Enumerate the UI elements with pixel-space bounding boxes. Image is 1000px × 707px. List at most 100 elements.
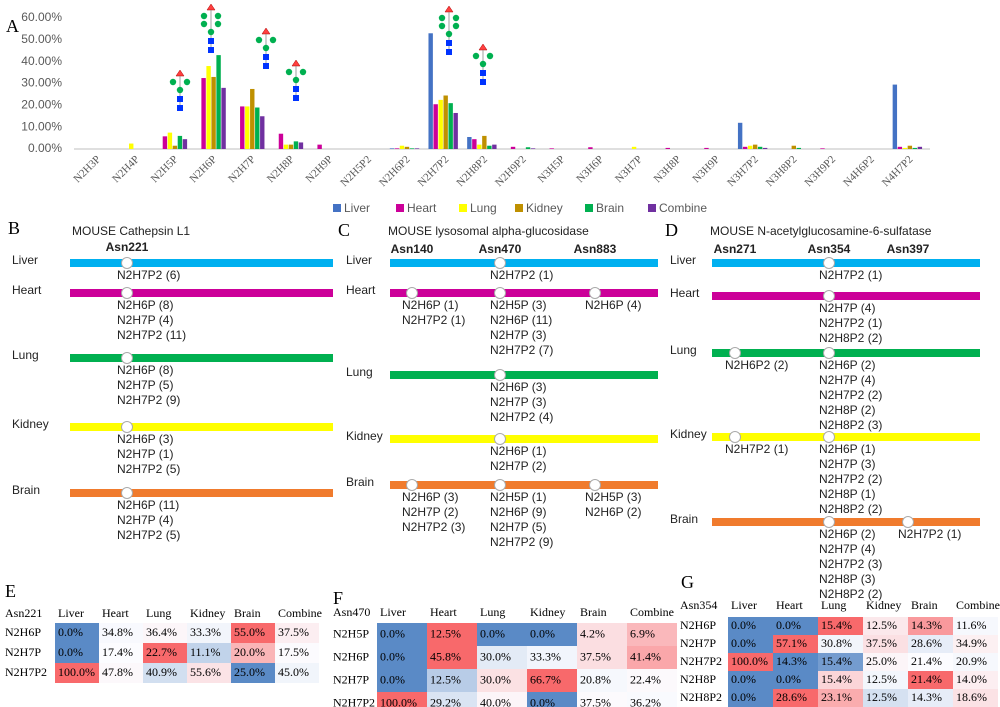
site-marker — [823, 290, 835, 302]
bar — [399, 145, 405, 149]
heat-cell — [99, 643, 143, 663]
bar — [167, 132, 173, 149]
site-marker — [729, 431, 741, 443]
heat-cell — [953, 653, 998, 671]
site-label: Asn354 — [808, 242, 851, 256]
protein-track — [390, 259, 658, 267]
cell-value: 12.5% — [866, 618, 897, 632]
protein-title: MOUSE N-acetylglucosamine-6-sulfatase — [710, 224, 932, 238]
cell-value: 25.0% — [234, 665, 265, 679]
glycan-label: N2H7P (2) — [490, 459, 546, 473]
heat-cell — [427, 692, 477, 707]
glycan-mannose — [169, 78, 177, 86]
site-label: Asn470 — [479, 242, 522, 256]
cell-value: 0.0% — [530, 695, 555, 707]
heat-cell — [953, 671, 998, 689]
cell-value: 14.3% — [911, 690, 942, 704]
legend-swatch — [648, 204, 656, 212]
heat-cell — [187, 623, 231, 643]
glycan-label: N2H6P (11) — [117, 498, 179, 512]
heat-cell — [627, 623, 677, 646]
panel-label: E — [5, 581, 16, 601]
heat-cell — [818, 635, 863, 653]
glycan-label: N2H6P (8) — [117, 298, 173, 312]
bar — [487, 145, 492, 149]
glycan-label: N2H8P2 (3) — [819, 418, 882, 432]
cell-value: 0.0% — [731, 690, 756, 704]
column-header: Combine — [630, 605, 674, 619]
glycan-label: N2H6P (9) — [490, 505, 546, 519]
y-tick-label: 40.00% — [21, 54, 62, 68]
cell-value: 40.0% — [480, 695, 511, 707]
bar — [433, 104, 438, 149]
bar — [917, 146, 923, 149]
cell-value: 55.6% — [190, 665, 221, 679]
cell-value: 0.0% — [380, 649, 405, 663]
bar — [820, 148, 825, 149]
glycan-mannose — [214, 12, 222, 20]
bar — [472, 139, 477, 149]
cell-value: 30.0% — [480, 672, 511, 686]
cell-value: 14.3% — [776, 654, 807, 668]
glycan-mannose — [183, 78, 191, 86]
cell-value: 28.6% — [776, 690, 807, 704]
heat-cell — [143, 623, 187, 643]
heat-cell — [427, 669, 477, 692]
x-tick-label: N2H4P — [110, 153, 142, 185]
x-tick-label: N3H8P2 — [764, 153, 800, 189]
glycan-label: N2H7P (3) — [490, 328, 546, 342]
heat-cell — [99, 663, 143, 683]
cell-value: 0.0% — [58, 625, 83, 639]
glycan-mannose — [445, 30, 453, 38]
bar — [317, 144, 322, 149]
glycan-label: N2H7P2 (11) — [117, 328, 186, 342]
cell-value: 45.8% — [430, 649, 461, 663]
site-marker — [494, 369, 506, 381]
heat-cell — [275, 643, 319, 663]
column-header: Kidney — [530, 605, 565, 619]
glycan-label: N2H6P (3) — [490, 380, 546, 394]
legend-swatch — [396, 204, 404, 212]
bar — [278, 133, 284, 149]
x-tick-label: N4H6P2 — [841, 153, 877, 189]
cell-value: 17.4% — [102, 645, 133, 659]
glycan-label: N2H7P (5) — [490, 520, 546, 534]
bar — [747, 145, 753, 149]
heat-cell — [527, 646, 577, 669]
table-corner: Asn354 — [680, 598, 717, 612]
cell-value: 28.6% — [911, 636, 942, 650]
x-tick-label: N2H9P2 — [493, 153, 529, 189]
tissue-label: Liver — [12, 253, 38, 267]
bar — [467, 136, 472, 149]
heat-cell — [627, 669, 677, 692]
cell-value: 0.0% — [776, 618, 801, 632]
glycan-label: N2H7P2 (3) — [402, 520, 465, 534]
tissue-label: Heart — [346, 283, 376, 297]
legend-label: Kidney — [526, 201, 563, 215]
row-header: N2H7P — [333, 672, 369, 686]
site-marker — [494, 257, 506, 269]
bar — [216, 55, 221, 149]
heat-cell — [953, 635, 998, 653]
cell-value: 12.5% — [430, 672, 461, 686]
glycan-label: N2H7P2 (9) — [490, 535, 553, 549]
tissue-label: Heart — [12, 283, 42, 297]
heat-cell — [728, 689, 773, 707]
bar — [255, 107, 260, 149]
cell-value: 18.6% — [956, 690, 987, 704]
cell-value: 0.0% — [480, 626, 505, 640]
cell-value: 23.1% — [821, 690, 852, 704]
site-label: Asn271 — [714, 242, 757, 256]
glycan-label: N2H6P2 (2) — [725, 358, 788, 372]
heat-cell — [427, 623, 477, 646]
x-tick-label: N2H5P2 — [338, 153, 374, 189]
cell-value: 0.0% — [58, 645, 83, 659]
cell-value: 0.0% — [731, 636, 756, 650]
bar — [492, 144, 497, 149]
glycan-label: N2H7P (4) — [819, 373, 875, 387]
site-marker — [589, 479, 601, 491]
glycan-glcnac — [480, 70, 486, 76]
bar — [428, 33, 433, 149]
glycan-mannose — [214, 20, 222, 28]
tissue-label: Kidney — [346, 429, 383, 443]
